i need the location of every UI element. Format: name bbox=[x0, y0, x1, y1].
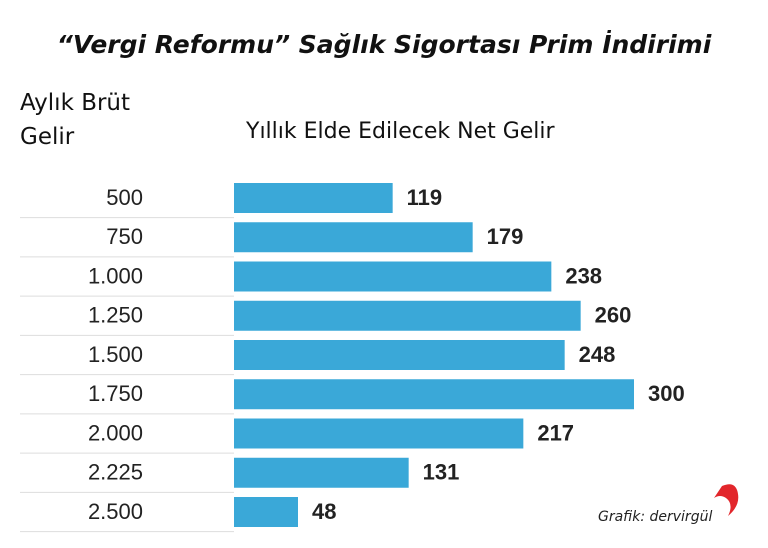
bar bbox=[234, 418, 524, 449]
value-label: 260 bbox=[595, 303, 632, 328]
logo bbox=[714, 484, 739, 516]
bar bbox=[234, 457, 409, 488]
bar bbox=[234, 379, 634, 410]
category-label: 500 bbox=[106, 185, 143, 210]
value-label: 300 bbox=[648, 381, 685, 406]
category-label: 2.500 bbox=[88, 499, 143, 524]
value-label: 238 bbox=[565, 263, 602, 288]
bar bbox=[234, 183, 393, 213]
value-label: 217 bbox=[537, 420, 574, 445]
bar bbox=[234, 300, 581, 331]
category-label: 1.750 bbox=[88, 381, 143, 406]
category-label: 2.000 bbox=[88, 420, 143, 445]
value-label: 48 bbox=[312, 499, 336, 524]
category-label: 2.225 bbox=[88, 460, 143, 485]
category-label: 1.500 bbox=[88, 342, 143, 367]
chart-title: “Vergi Reformu” Sağlık Sigortası Prim İn… bbox=[57, 29, 712, 59]
category-label: 1.250 bbox=[88, 303, 143, 328]
bar bbox=[234, 497, 298, 527]
bar bbox=[234, 340, 565, 370]
value-label: 179 bbox=[487, 224, 524, 249]
category-label: 750 bbox=[106, 224, 143, 249]
category-axis-label: Aylık Brüt Gelir bbox=[20, 90, 131, 150]
bar bbox=[234, 222, 473, 253]
value-label: 248 bbox=[579, 342, 616, 367]
value-label: 131 bbox=[423, 460, 460, 485]
bar bbox=[234, 261, 552, 292]
category-label: 1.000 bbox=[88, 263, 143, 288]
value-label: 119 bbox=[407, 185, 443, 210]
credit: Grafik: dervirgül bbox=[598, 509, 712, 525]
value-header: Yıllık Elde Edilecek Net Gelir bbox=[245, 119, 556, 144]
